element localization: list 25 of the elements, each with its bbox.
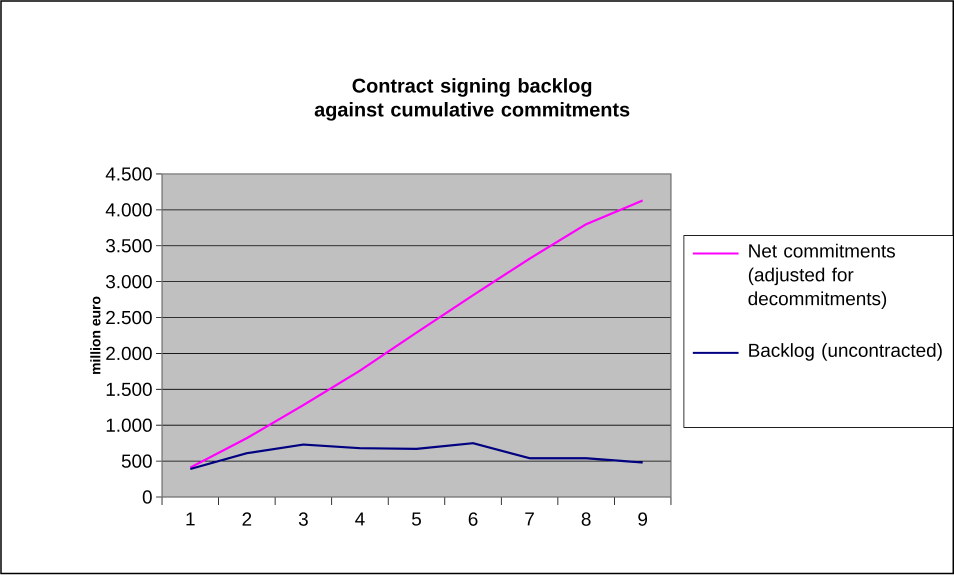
x-tick-label: 1 — [186, 512, 195, 526]
y-tick-label: 2.000 — [106, 346, 152, 360]
y-tick-label: 2.500 — [106, 311, 152, 324]
x-tick-label: 2 — [242, 512, 252, 526]
y-axis-title: million euro — [90, 296, 100, 374]
x-tick-label: 5 — [412, 512, 421, 526]
x-tick-label: 3 — [298, 512, 308, 526]
x-tick-label: 8 — [582, 512, 591, 526]
y-tick-label: 0 — [142, 490, 152, 504]
y-tick-label: 1.000 — [106, 418, 152, 432]
x-tick-label: 4 — [355, 512, 365, 526]
y-tick-label: 500 — [122, 454, 152, 468]
line-series — [189, 200, 644, 469]
y-tick-label: 4.000 — [106, 203, 152, 217]
chart-title: Contract signing backlog against cumulative commitments — [314, 78, 630, 121]
x-tick-label: 7 — [525, 512, 534, 526]
y-tick-label: 3.500 — [106, 239, 152, 253]
y-tick-label: 3.000 — [106, 275, 152, 289]
x-tick-label: 6 — [468, 512, 478, 526]
x-tick-label: 9 — [638, 512, 648, 526]
y-tick-label: 4.500 — [106, 167, 152, 181]
legend-label: Backlog (uncontracted) — [749, 343, 942, 361]
y-tick-label: 1.500 — [106, 382, 152, 396]
legend-label: Net commitments (adjusted for decommitments) — [748, 244, 895, 310]
line-series — [189, 442, 644, 470]
